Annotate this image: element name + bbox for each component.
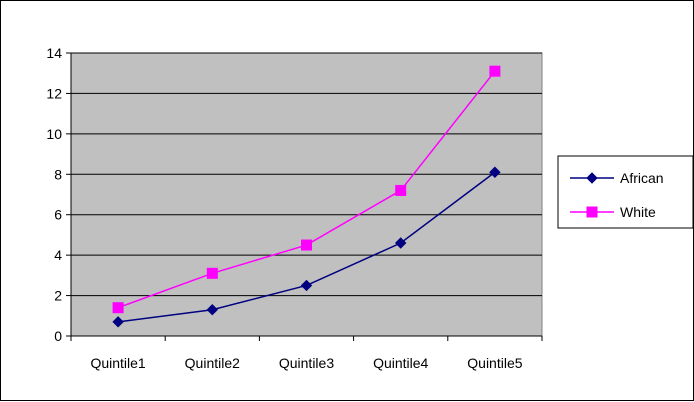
- legend-marker: [586, 172, 598, 184]
- data-point: [489, 166, 501, 178]
- x-tick-label: Quintile4: [373, 355, 428, 371]
- series-african: [112, 166, 501, 328]
- x-tick-label: Quintile3: [279, 355, 334, 371]
- y-tick-label: 14: [46, 45, 62, 61]
- data-point: [206, 267, 218, 279]
- y-tick-label: 10: [46, 126, 62, 142]
- legend-swatches: [570, 172, 614, 218]
- x-tick-label: Quintile2: [185, 355, 240, 371]
- legend-label-white: White: [620, 204, 656, 220]
- legend-box: [557, 155, 694, 229]
- y-tick-label: 6: [54, 207, 62, 223]
- x-axis-ticks: Quintile1 Quintile2 Quintile3 Quintile4 …: [90, 355, 522, 371]
- y-tick-label: 0: [54, 328, 62, 344]
- legend-label-african: African: [620, 170, 664, 186]
- axes: [66, 52, 543, 341]
- y-tick-label: 2: [54, 288, 62, 304]
- data-point: [301, 239, 312, 251]
- series-layer: [112, 65, 501, 328]
- x-tick-label: Quintile5: [467, 355, 522, 371]
- x-tick-label: Quintile1: [90, 355, 145, 371]
- data-point: [112, 302, 124, 314]
- y-tick-label: 12: [46, 85, 62, 101]
- data-point: [206, 304, 219, 316]
- legend-marker: [586, 206, 598, 218]
- data-point: [300, 279, 313, 292]
- legend: African White: [557, 155, 694, 229]
- data-point: [489, 65, 501, 77]
- y-tick-label: 4: [54, 247, 62, 263]
- grid-lines: [71, 52, 542, 297]
- data-point: [394, 237, 407, 249]
- data-point: [112, 316, 124, 328]
- data-point: [395, 184, 407, 196]
- y-tick-label: 8: [54, 166, 62, 182]
- series-white: [112, 65, 501, 314]
- plot-area: [70, 52, 543, 337]
- y-axis-ticks: 0 2 4 6 8 10 12 14: [46, 45, 62, 344]
